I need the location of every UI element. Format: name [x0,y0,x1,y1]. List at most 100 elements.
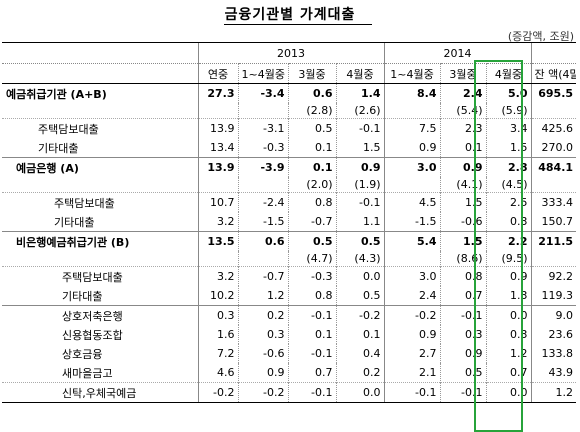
cell: 1.5 [439,231,486,251]
cell: -0.1 [439,305,486,325]
col-header: 4월중 [335,63,384,84]
cell: -3.9 [237,157,288,177]
cell [383,251,440,267]
table-row: 신탁,우체국예금 -0.2 -0.2 -0.1 0.0 -0.1 -0.1 0.… [2,382,577,403]
cell: 2.5 [485,192,532,212]
table-row: 예금은행 (A) 13.9 -3.9 0.1 0.9 3.0 0.9 2.8 4… [2,157,577,177]
cell [383,177,440,193]
cell: 1.3 [485,286,532,306]
col-header: 연중 [197,63,238,84]
cell: (9.5) [485,251,532,267]
period-header-row: 연중 1~4월중 3월중 4월중 1~4월중 3월중 4월중 잔 액(4말) [2,63,577,84]
title-underline [224,24,372,25]
cell: 3.0 [383,266,440,286]
table-row: 상호저축은행 0.3 0.2 -0.1 -0.2 -0.2 -0.1 0.0 9… [2,305,577,325]
year-header-row: 2013 2014 [2,42,577,64]
cell: 0.8 [287,192,336,212]
cell: 0.0 [485,305,532,325]
cell: (4.1) [439,177,486,193]
cell: 10.7 [197,192,238,212]
table-row: 상호금융 7.2 -0.6 -0.1 0.4 2.7 0.9 1.2 133.8 [2,344,577,363]
table-row: 기타대출 10.2 1.2 0.8 0.5 2.4 0.7 1.3 119.3 [2,286,577,306]
row-label: 새마을금고 [62,366,113,380]
cell: -0.1 [287,305,336,325]
table-row: 주택담보대출 3.2 -0.7 -0.3 0.0 3.0 0.8 0.9 92.… [2,266,577,286]
cell: 3.0 [383,157,440,177]
cell: 2.2 [485,231,532,251]
cell: 2.4 [439,83,486,103]
cell: (4.5) [485,177,532,193]
table-row: 기타대출 3.2 -1.5 -0.7 1.1 -1.5 -0.6 0.3 150… [2,212,577,232]
cell: 0.5 [287,231,336,251]
cell: (2.8) [287,103,336,119]
cell: 13.4 [197,138,238,158]
cell: 10.2 [197,286,238,306]
cell: 270.0 [530,138,577,158]
cell: 0.1 [335,325,384,344]
cell: 92.2 [530,266,577,286]
cell: 1.5 [485,138,532,158]
cell [237,103,288,119]
cell: 3.4 [485,118,532,138]
col-header: 1~4월중 [383,63,440,84]
cell [197,177,238,193]
cell: 7.2 [197,344,238,363]
row-label: 주택담보대출 [2,266,198,286]
cell: 1.6 [197,325,238,344]
cell: -0.1 [335,192,384,212]
cell: 0.3 [197,305,238,325]
table-title: 금융기관별 가계대출 [224,7,356,23]
table-row: 비은행예금취급기관 (B) 13.5 0.6 0.5 0.5 5.4 1.5 2… [2,231,577,251]
cell [237,177,288,193]
col-header: 잔 액(4말) [530,63,577,84]
cell: 695.5 [530,83,577,103]
cell: -0.1 [383,382,440,403]
year-2014: 2014 [383,42,532,64]
cell: 5.0 [485,83,532,103]
row-label: 상호금융 [62,347,103,361]
row-label [2,177,198,193]
cell: -0.2 [383,305,440,325]
cell: 3.2 [197,266,238,286]
cell: 133.8 [530,344,577,363]
cell: (4.7) [287,251,336,267]
cell: (4.3) [335,251,384,267]
row-label: 예금취급기관 (A+B) [6,87,107,101]
cell: 0.1 [287,157,336,177]
cell [197,251,238,267]
cell: -0.6 [237,344,288,363]
empty-header-cell [530,42,577,64]
cell: -0.1 [335,118,384,138]
cell: 0.9 [335,157,384,177]
cell: -2.4 [237,192,288,212]
cell: 43.9 [530,363,577,383]
cell: 2.1 [383,363,440,383]
cell: 0.3 [485,212,532,232]
cell: -0.3 [287,266,336,286]
cell: 119.3 [530,286,577,306]
cell: 211.5 [530,231,577,251]
cell [530,251,577,267]
cell: (8.6) [439,251,486,267]
cell [530,177,577,193]
cell: 0.5 [287,118,336,138]
cell: 0.7 [287,363,336,383]
row-label: 비은행예금취급기관 (B) [2,231,198,251]
cell [237,251,288,267]
cell: 1.2 [237,286,288,306]
cell: 0.9 [383,325,440,344]
cell [530,103,577,119]
cell: 333.4 [530,192,577,212]
cell: -0.1 [287,344,336,363]
cell: -3.1 [237,118,288,138]
row-label: 상호저축은행 [2,305,198,325]
cell: -0.6 [439,212,486,232]
cell: 5.4 [383,231,440,251]
cell: 1.2 [530,382,577,403]
row-label [2,251,198,267]
cell: 0.1 [287,138,336,158]
cell: 0.5 [335,231,384,251]
cell: 2.4 [383,286,440,306]
cell [383,103,440,119]
cell: 0.2 [237,305,288,325]
